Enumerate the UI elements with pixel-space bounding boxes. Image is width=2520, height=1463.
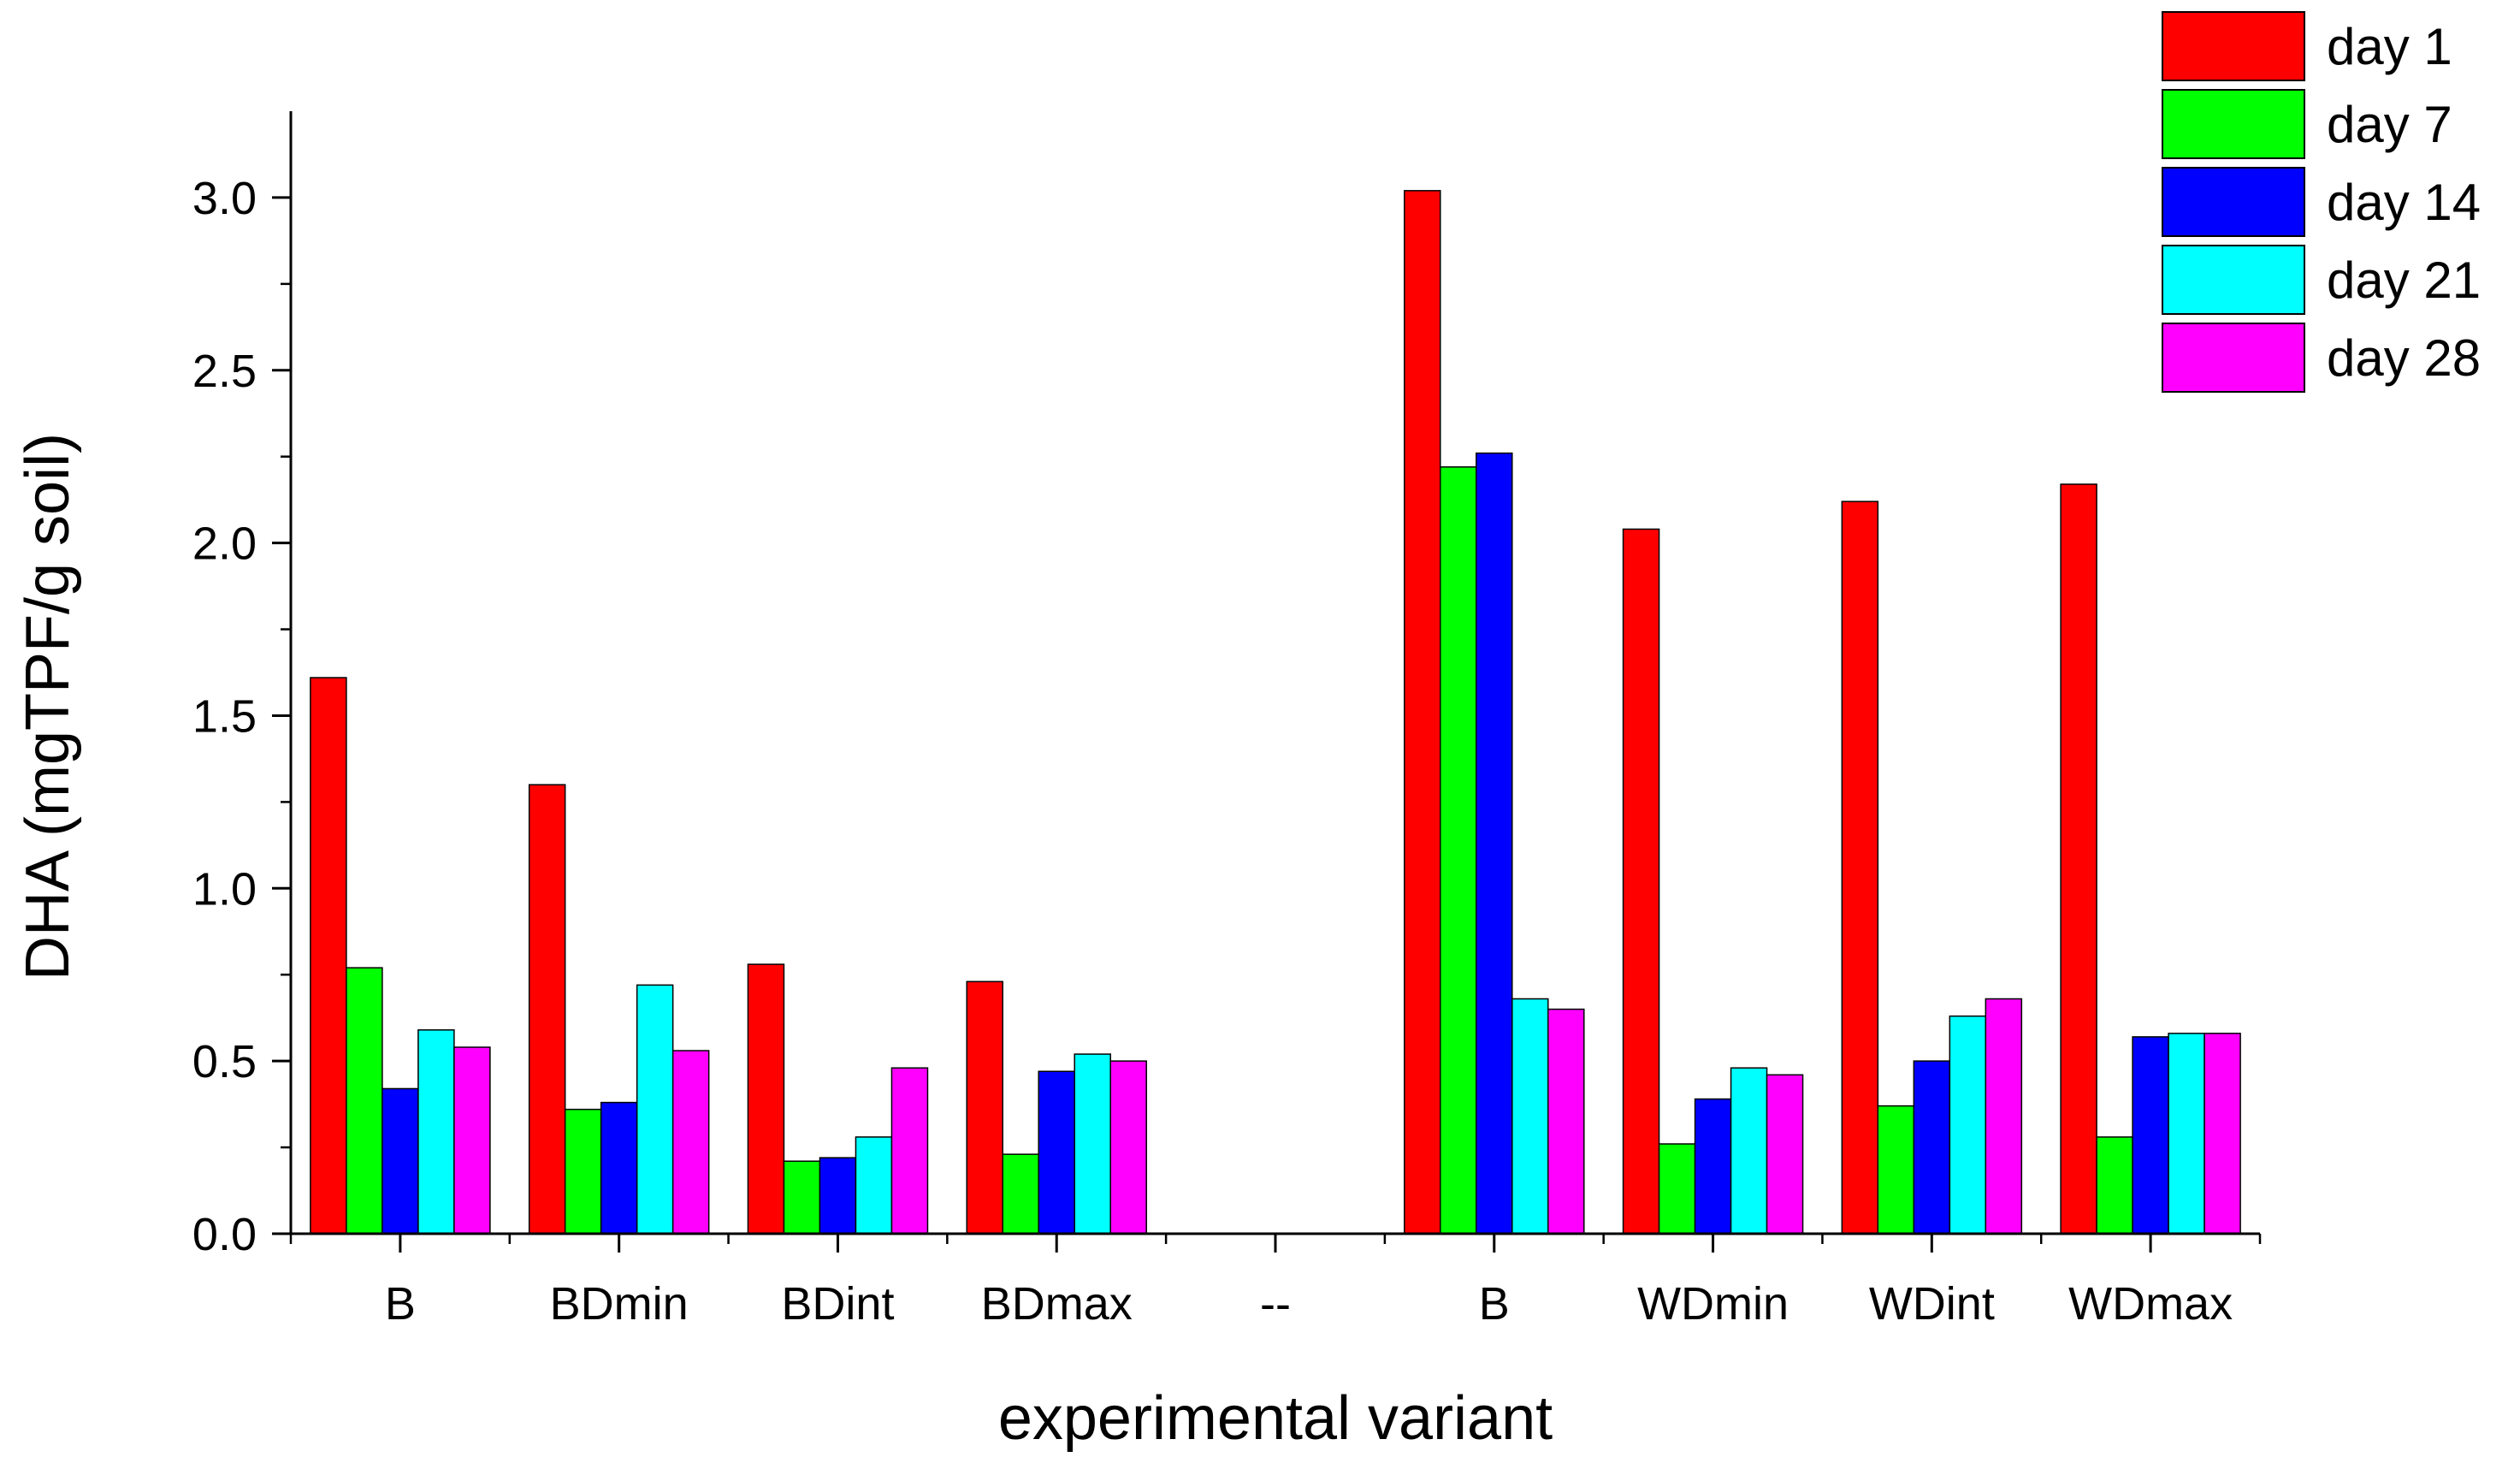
bar-day-7-6 (1658, 1143, 1696, 1235)
legend-swatch-day-1 (2162, 11, 2305, 81)
x-tick-label: BDint (781, 1278, 894, 1330)
y-tick-label: 0.5 (192, 1036, 257, 1087)
x-tick-label: WDmax (2068, 1278, 2233, 1330)
bar-day-1-2 (747, 963, 785, 1235)
x-tick-label: B (385, 1278, 416, 1330)
bar-day-14-3 (1038, 1070, 1075, 1235)
bar-day-1-0 (310, 677, 347, 1235)
legend-label-day-28: day 28 (2327, 329, 2481, 387)
bar-day-14-0 (382, 1087, 419, 1235)
y-tick-label: 1.0 (192, 863, 257, 915)
bar-day-21-5 (1511, 998, 1549, 1235)
y-tick-label: 2.0 (192, 518, 257, 570)
bar-day-7-2 (783, 1160, 821, 1235)
legend-label-day-21: day 21 (2327, 252, 2481, 309)
bar-day-28-6 (1766, 1074, 1804, 1235)
legend: day 1 day 7 day 14 day 21 day 28 (2162, 11, 2481, 393)
bar-day-14-1 (600, 1101, 638, 1235)
bar-day-28-5 (1547, 1008, 1585, 1235)
x-tick-label: -- (1260, 1278, 1291, 1330)
legend-swatch-day-7 (2162, 89, 2305, 159)
y-tick-label: 3.0 (192, 173, 257, 224)
bar-day-14-2 (819, 1157, 857, 1235)
x-tick-label: WDint (1869, 1278, 1995, 1330)
bar-day-28-8 (2204, 1033, 2241, 1235)
bar-day-7-5 (1440, 466, 1477, 1235)
bar-day-7-1 (564, 1108, 602, 1235)
y-tick-label: 2.5 (192, 346, 257, 397)
bar-day-1-1 (528, 784, 566, 1235)
tick-labels-group: 0.0 0.5 1.0 1.5 2.0 2.5 3.0 B BDmin BDint BDmax -- B… (192, 173, 2233, 1330)
x-tick-label: BDmax (981, 1278, 1133, 1330)
bar-day-21-0 (417, 1029, 455, 1235)
bar-day-14-7 (1913, 1060, 1951, 1235)
bar-day-21-1 (636, 984, 674, 1235)
bar-day-28-7 (1985, 998, 2023, 1235)
bar-day-1-8 (2060, 483, 2097, 1235)
bar-day-21-6 (1730, 1067, 1768, 1235)
bar-day-7-0 (346, 967, 383, 1235)
bars-group (310, 190, 2241, 1235)
bar-day-1-5 (1404, 190, 1441, 1235)
x-tick-label: WDmin (1637, 1278, 1789, 1330)
bar-day-21-7 (1949, 1015, 1987, 1235)
x-axis-title: experimental variant (998, 1384, 1553, 1453)
y-axis-title: DHA (mgTPF/g soil) (14, 433, 82, 980)
bar-day-1-7 (1841, 500, 1879, 1235)
y-tick-label: 0.0 (192, 1209, 257, 1260)
legend-label-day-7: day 7 (2327, 96, 2452, 153)
legend-label-day-14: day 14 (2327, 174, 2481, 231)
bar-day-21-8 (2168, 1033, 2205, 1235)
x-tick-label: BDmin (550, 1278, 689, 1330)
bar-day-7-8 (2096, 1136, 2133, 1235)
bar-day-28-3 (1109, 1060, 1147, 1235)
legend-swatch-day-14 (2162, 167, 2305, 237)
bar-day-14-5 (1476, 452, 1513, 1235)
bar-day-28-1 (671, 1050, 710, 1235)
bar-day-21-3 (1074, 1053, 1111, 1235)
bar-day-7-7 (1877, 1105, 1915, 1235)
bar-day-1-6 (1622, 528, 1660, 1235)
bar-day-14-8 (2132, 1036, 2169, 1235)
bar-day-14-6 (1694, 1098, 1732, 1235)
x-tick-label: B (1479, 1278, 1510, 1330)
legend-swatch-day-28 (2162, 323, 2305, 393)
bar-day-28-2 (890, 1067, 929, 1235)
bar-day-1-3 (966, 980, 1003, 1235)
axes-group (272, 111, 2262, 1253)
legend-swatch-day-21 (2162, 245, 2305, 315)
y-tick-label: 1.5 (192, 690, 257, 742)
bar-day-28-0 (453, 1046, 491, 1235)
bar-day-21-2 (855, 1136, 893, 1235)
bar-day-7-3 (1002, 1153, 1039, 1235)
legend-label-day-1: day 1 (2327, 18, 2452, 75)
